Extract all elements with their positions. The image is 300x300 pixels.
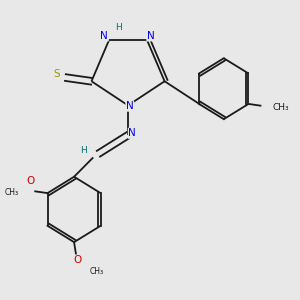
Text: CH₃: CH₃ xyxy=(5,188,19,197)
Text: CH₃: CH₃ xyxy=(273,103,290,112)
Text: S: S xyxy=(53,69,60,79)
Text: N: N xyxy=(147,31,154,41)
Text: N: N xyxy=(100,31,108,41)
Text: CH₃: CH₃ xyxy=(90,267,104,276)
Text: O: O xyxy=(26,176,34,186)
Text: H: H xyxy=(115,23,122,32)
Text: O: O xyxy=(74,255,82,265)
Text: N: N xyxy=(128,128,136,138)
Text: H: H xyxy=(80,146,87,155)
Text: N: N xyxy=(126,101,134,111)
